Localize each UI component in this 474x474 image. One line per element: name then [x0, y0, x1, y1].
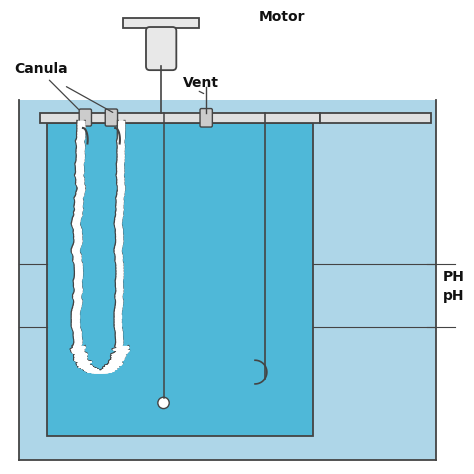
FancyBboxPatch shape — [200, 109, 212, 127]
FancyBboxPatch shape — [79, 109, 91, 126]
Bar — [19, 100, 436, 460]
Bar — [47, 123, 313, 436]
Text: Motor: Motor — [258, 9, 305, 24]
FancyBboxPatch shape — [105, 109, 118, 126]
Text: Vent: Vent — [182, 76, 219, 90]
Text: pH: pH — [443, 289, 465, 303]
FancyBboxPatch shape — [146, 27, 176, 70]
Bar — [123, 18, 199, 28]
Circle shape — [158, 397, 169, 409]
Bar — [320, 113, 431, 123]
Text: PH: PH — [443, 270, 465, 284]
Text: Canula: Canula — [14, 62, 68, 76]
Bar — [40, 113, 320, 123]
